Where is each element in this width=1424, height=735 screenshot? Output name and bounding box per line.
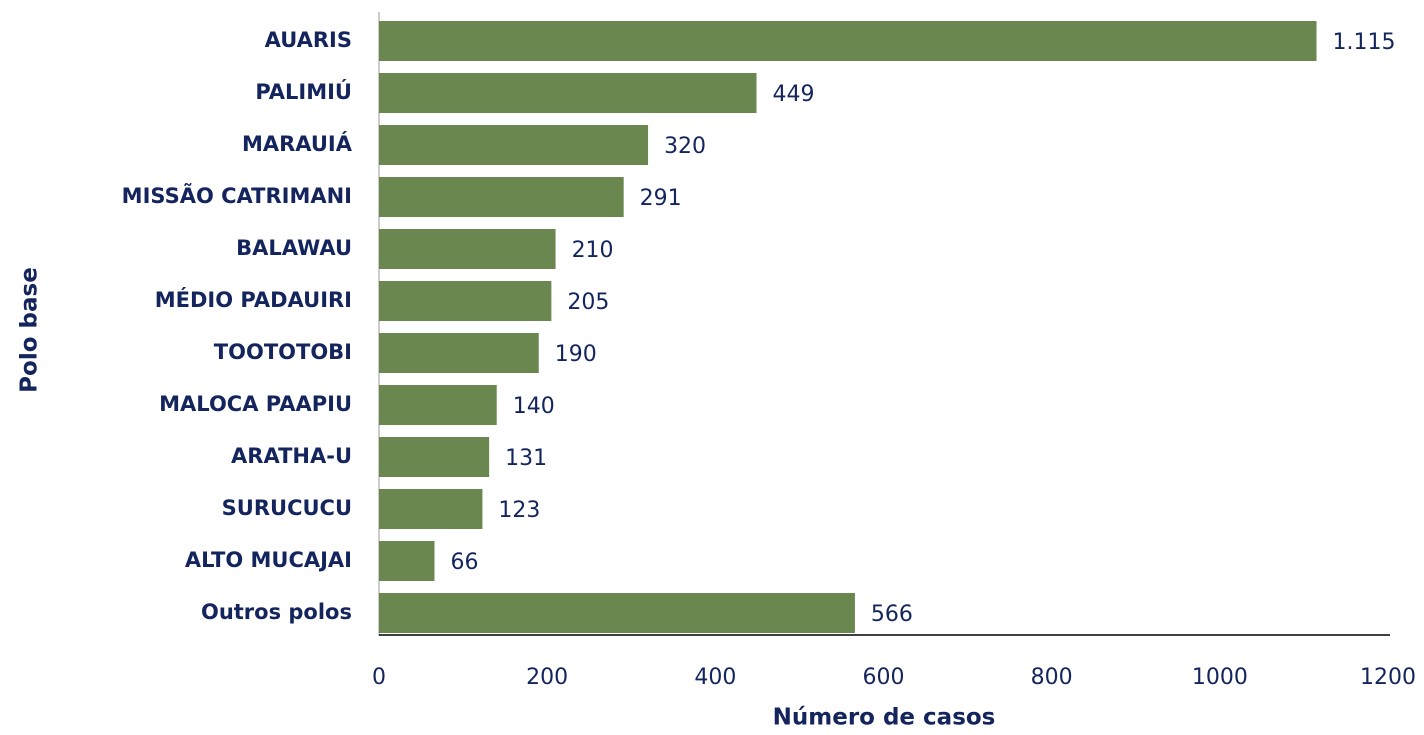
- y-tick-label: ARATHA-U: [231, 444, 352, 468]
- x-tick-label: 800: [1031, 665, 1073, 690]
- data-label: 1.115: [1333, 30, 1396, 55]
- x-tick-label: 600: [863, 665, 905, 690]
- data-label: 210: [572, 238, 614, 263]
- x-tick-label: 200: [526, 665, 568, 690]
- x-tick-label: 0: [372, 665, 386, 690]
- bar: [379, 489, 483, 529]
- data-label: 205: [567, 290, 609, 315]
- bar: [379, 437, 490, 477]
- data-label: 66: [450, 550, 478, 575]
- bar: [379, 21, 1317, 61]
- data-label: 291: [640, 186, 682, 211]
- data-label: 123: [498, 498, 540, 523]
- bar: [379, 333, 539, 373]
- y-tick-label: ALTO MUCAJAI: [185, 548, 352, 572]
- y-tick-label: MISSÃO CATRIMANI: [122, 183, 352, 208]
- y-tick-label: AUARIS: [265, 28, 352, 52]
- y-tick-label: MALOCA PAAPIU: [159, 392, 352, 416]
- y-tick-label: MARAUIÁ: [242, 131, 353, 156]
- bar: [379, 593, 855, 633]
- data-label: 190: [555, 342, 597, 367]
- bar: [379, 229, 556, 269]
- bar: [379, 541, 435, 581]
- y-tick-label: TOOTOTOBI: [214, 340, 352, 364]
- x-tick-label: 1000: [1192, 665, 1248, 690]
- x-tick-label: 400: [694, 665, 736, 690]
- bar: [379, 125, 649, 165]
- y-tick-label: MÉDIO PADAUIRI: [155, 287, 352, 312]
- bar: [379, 73, 757, 113]
- y-tick-label: PALIMIÚ: [255, 79, 352, 104]
- bar: [379, 177, 624, 217]
- data-label: 566: [871, 602, 913, 627]
- y-tick-label: BALAWAU: [236, 236, 352, 260]
- bar: [379, 281, 552, 321]
- y-tick-label: Outros polos: [201, 600, 352, 624]
- data-label: 449: [773, 82, 815, 107]
- x-axis-label: Número de casos: [773, 705, 996, 731]
- x-tick-label: 1200: [1360, 665, 1416, 690]
- y-axis-label: Polo base: [17, 267, 43, 393]
- bar: [379, 385, 497, 425]
- y-tick-label: SURUCUCU: [222, 496, 352, 520]
- data-label: 320: [664, 134, 706, 159]
- data-label: 140: [513, 394, 555, 419]
- data-label: 131: [505, 446, 547, 471]
